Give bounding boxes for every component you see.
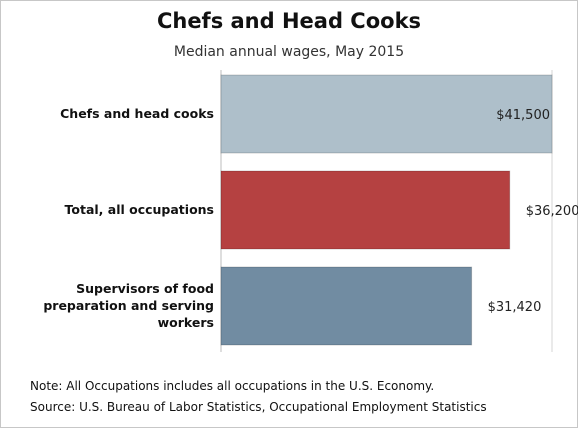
category-label-line: workers [158, 315, 214, 330]
category-label-line: Supervisors of food [76, 281, 214, 296]
data-label-0: $41,500 [496, 108, 550, 123]
bar-1 [220, 170, 511, 250]
category-label-2: Supervisors of food preparation and servi… [43, 281, 214, 330]
bar-0 [220, 74, 553, 154]
chart-subtitle: Median annual wages, May 2015 [173, 44, 405, 60]
chart-source: Source: U.S. Bureau of Labor Statistics,… [30, 400, 487, 414]
data-label-2: $31,420 [488, 300, 542, 315]
category-label-line: Total, all occupations [65, 202, 214, 217]
chart-title: Chefs and Head Cooks [156, 9, 422, 33]
data-label-1: $36,200 [526, 204, 578, 219]
category-label-1: Total, all occupations [65, 202, 214, 217]
category-label-line: Chefs and head cooks [60, 106, 214, 121]
chart-note: Note: All Occupations includes all occup… [30, 379, 435, 393]
category-label-0: Chefs and head cooks [60, 106, 214, 121]
category-label-line: preparation and serving [43, 298, 214, 313]
bar-2 [220, 266, 473, 346]
